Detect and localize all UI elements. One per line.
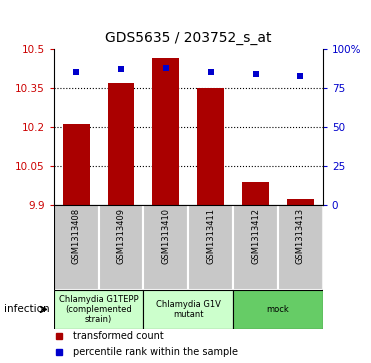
Text: GSM1313413: GSM1313413 xyxy=(296,208,305,264)
Bar xyxy=(188,205,233,290)
Bar xyxy=(278,205,323,290)
Text: transformed count: transformed count xyxy=(73,331,163,341)
Point xyxy=(163,65,169,71)
Bar xyxy=(54,205,99,290)
Bar xyxy=(287,199,314,205)
Bar xyxy=(108,83,134,205)
Bar xyxy=(99,205,144,290)
Bar xyxy=(54,290,144,329)
Text: mock: mock xyxy=(267,305,289,314)
Text: GSM1313411: GSM1313411 xyxy=(206,208,215,264)
Text: GSM1313409: GSM1313409 xyxy=(116,208,125,264)
Bar xyxy=(144,290,233,329)
Bar xyxy=(144,205,188,290)
Text: Chlamydia G1V
mutant: Chlamydia G1V mutant xyxy=(156,300,221,319)
Point xyxy=(298,73,303,78)
Text: GSM1313412: GSM1313412 xyxy=(251,208,260,264)
Bar xyxy=(233,290,323,329)
Point xyxy=(118,66,124,72)
Bar xyxy=(63,125,90,205)
Point xyxy=(73,70,79,76)
Bar xyxy=(233,205,278,290)
Bar xyxy=(152,58,179,205)
Bar xyxy=(197,88,224,205)
Text: infection: infection xyxy=(4,305,50,314)
Text: percentile rank within the sample: percentile rank within the sample xyxy=(73,347,237,357)
Text: GSM1313410: GSM1313410 xyxy=(161,208,170,264)
Point xyxy=(208,70,214,76)
Point xyxy=(253,71,259,77)
Title: GDS5635 / 203752_s_at: GDS5635 / 203752_s_at xyxy=(105,31,272,45)
Text: Chlamydia G1TEPP
(complemented
strain): Chlamydia G1TEPP (complemented strain) xyxy=(59,294,138,325)
Text: GSM1313408: GSM1313408 xyxy=(72,208,81,264)
Bar xyxy=(242,182,269,205)
